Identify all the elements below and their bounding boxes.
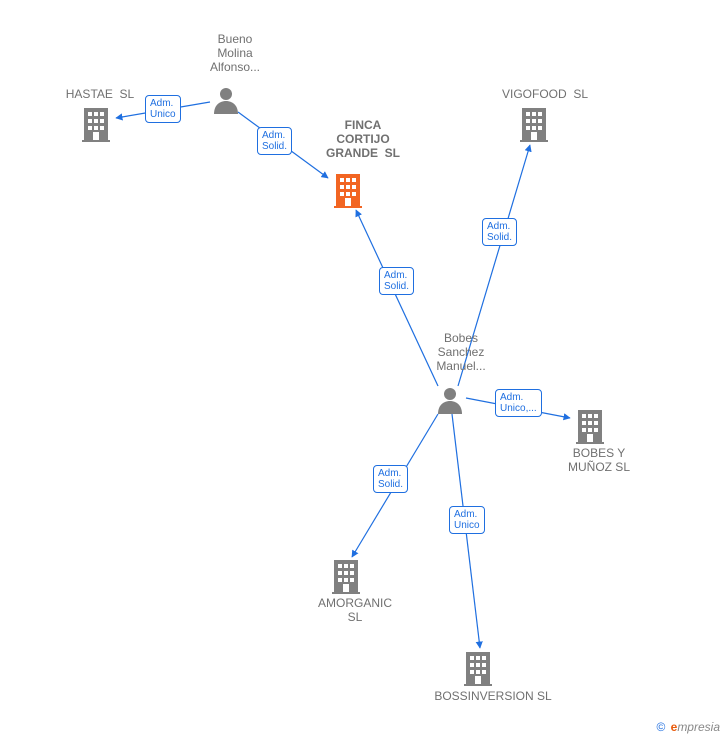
person-icon[interactable] xyxy=(212,86,240,119)
building-icon[interactable] xyxy=(332,172,364,213)
edge-label: Adm. Solid. xyxy=(257,127,292,155)
edge-label: Adm. Unico,... xyxy=(495,389,542,417)
building-icon[interactable] xyxy=(462,650,494,691)
watermark: © empresia xyxy=(656,720,720,734)
node-label-bueno: Bueno Molina Alfonso... xyxy=(200,33,270,74)
node-label-amorganic: AMORGANIC SL xyxy=(305,597,405,625)
edge-label: Adm. Solid. xyxy=(373,465,408,493)
building-icon[interactable] xyxy=(518,106,550,147)
person-icon[interactable] xyxy=(436,386,464,419)
brand-rest: mpresia xyxy=(677,720,720,734)
node-label-hastae: HASTAE SL xyxy=(60,88,140,102)
building-icon[interactable] xyxy=(574,408,606,449)
edge-label: Adm. Unico xyxy=(449,506,485,534)
edge-label: Adm. Unico xyxy=(145,95,181,123)
copyright-symbol: © xyxy=(656,720,665,734)
edge-label: Adm. Solid. xyxy=(482,218,517,246)
node-label-bossinversion: BOSSINVERSION SL xyxy=(418,690,568,704)
node-label-bobes_person: Bobes Sanchez Manuel... xyxy=(421,332,501,373)
node-label-bobes_munoz: BOBES Y MUÑOZ SL xyxy=(554,447,644,475)
building-icon[interactable] xyxy=(330,558,362,599)
node-label-vigofood: VIGOFOOD SL xyxy=(490,88,600,102)
edge-label: Adm. Solid. xyxy=(379,267,414,295)
building-icon[interactable] xyxy=(80,106,112,147)
node-label-finca: FINCA CORTIJO GRANDE SL xyxy=(308,119,418,160)
diagram-stage: HASTAE SL Bueno Molina Alfonso... FINCA … xyxy=(0,0,728,740)
